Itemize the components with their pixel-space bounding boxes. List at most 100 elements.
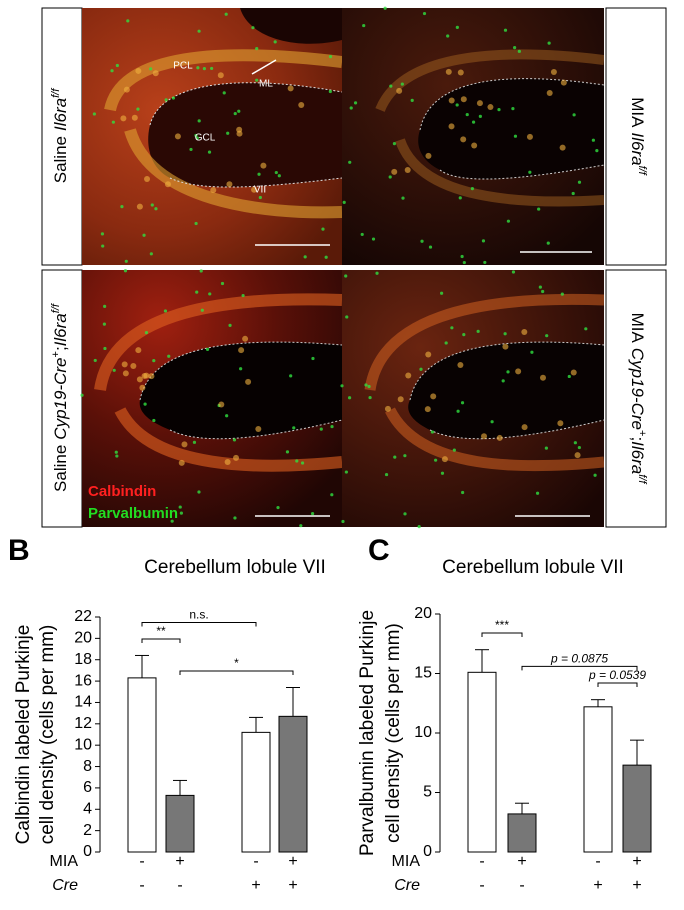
purkinje-cell xyxy=(218,401,225,408)
purkinje-cell xyxy=(570,369,577,376)
cell-dot xyxy=(452,448,456,452)
purkinje-cell xyxy=(141,372,148,379)
cell-dot xyxy=(152,418,156,423)
significance-label: n.s. xyxy=(189,608,208,622)
purkinje-cell xyxy=(135,347,142,354)
purkinje-cell xyxy=(560,79,567,86)
y-tick-label: 0 xyxy=(423,843,432,860)
cell-dot xyxy=(456,409,460,413)
factor-level: + xyxy=(593,877,602,894)
cell-dot xyxy=(584,327,588,331)
label-box xyxy=(41,7,83,266)
cell-dot xyxy=(154,207,158,211)
purkinje-cell xyxy=(457,361,464,368)
cell-dot xyxy=(593,473,597,477)
purkinje-cell xyxy=(238,347,245,354)
y-tick-label: 6 xyxy=(83,779,92,796)
purkinje-cell xyxy=(457,69,464,76)
region-annotation: PCL xyxy=(173,61,193,72)
cell-dot xyxy=(410,98,414,102)
cell-dot xyxy=(101,244,105,248)
cell-dot xyxy=(115,63,119,68)
purkinje-cell xyxy=(496,434,503,441)
factor-level: + xyxy=(632,877,641,894)
y-tick-label: 20 xyxy=(414,605,432,622)
cell-dot xyxy=(517,49,521,53)
cell-dot xyxy=(143,402,147,406)
cell-dot xyxy=(364,383,368,387)
cell-dot xyxy=(226,131,230,135)
bar xyxy=(583,706,613,853)
cell-dot xyxy=(319,427,323,431)
cell-dot xyxy=(420,239,424,243)
cell-dot xyxy=(460,401,465,405)
cell-dot xyxy=(102,322,106,326)
cell-dot xyxy=(233,516,237,520)
cell-dot xyxy=(295,459,299,463)
cell-dot xyxy=(446,34,450,38)
cell-dot xyxy=(383,6,387,10)
cell-dot xyxy=(194,133,198,138)
cell-dot xyxy=(440,291,444,295)
cell-dot xyxy=(299,524,303,528)
purkinje-cell xyxy=(430,393,437,400)
purkinje-cell xyxy=(405,372,412,379)
cell-dot xyxy=(112,368,116,372)
purkinje-cell xyxy=(144,176,151,183)
label-part: MIA xyxy=(628,97,647,128)
purkinje-cell xyxy=(404,166,411,173)
purkinje-cell xyxy=(260,162,267,169)
cell-dot xyxy=(149,252,153,256)
cell-dot xyxy=(225,414,229,418)
cell-dot xyxy=(289,374,293,378)
label-part: f/f xyxy=(636,474,648,484)
y-axis-label: Parvalbumin labeled Purkinje xyxy=(357,610,378,856)
cell-dot xyxy=(511,270,516,274)
cell-dot xyxy=(470,187,474,191)
label-part: Saline xyxy=(51,445,70,492)
purkinje-cell xyxy=(481,433,488,440)
cell-dot xyxy=(545,334,549,338)
cell-dot xyxy=(210,66,214,71)
purkinje-cell xyxy=(298,102,305,109)
purkinje-cell xyxy=(391,168,398,175)
cell-dot xyxy=(257,172,261,176)
cell-dot xyxy=(321,227,325,231)
cell-dot xyxy=(362,23,366,28)
purkinje-cell xyxy=(217,72,224,79)
cell-dot xyxy=(274,170,278,175)
significance-label: *** xyxy=(495,618,509,632)
cell-dot xyxy=(195,290,199,294)
cell-dot xyxy=(353,101,358,105)
label-box xyxy=(605,7,667,266)
cell-dot xyxy=(506,370,510,374)
cell-dot xyxy=(92,112,96,116)
cell-dot xyxy=(171,96,176,100)
factor-level: + xyxy=(632,853,641,870)
cell-dot xyxy=(277,174,281,178)
factor-level: - xyxy=(253,853,258,870)
cell-dot xyxy=(311,356,315,361)
purkinje-cell xyxy=(425,152,432,159)
cell-dot xyxy=(222,91,226,95)
purkinje-cell xyxy=(174,133,181,140)
cell-dot xyxy=(419,367,423,371)
factor-level: + xyxy=(288,853,297,870)
cell-dot xyxy=(341,519,345,524)
significance-bracket xyxy=(521,665,638,671)
purkinje-cell xyxy=(425,351,432,358)
purkinje-cell xyxy=(236,130,243,137)
cell-dot xyxy=(80,393,84,397)
factor-level: - xyxy=(139,853,144,870)
cell-dot xyxy=(224,12,228,16)
cell-dot xyxy=(462,332,466,337)
purkinje-cell xyxy=(121,361,128,368)
y-tick-label: 16 xyxy=(74,672,92,689)
cell-dot xyxy=(483,260,487,265)
cell-dot xyxy=(530,350,534,354)
purkinje-cell xyxy=(476,100,483,107)
cell-dot xyxy=(164,98,168,102)
purkinje-cell xyxy=(242,335,249,342)
annotation-arrow xyxy=(251,59,277,75)
